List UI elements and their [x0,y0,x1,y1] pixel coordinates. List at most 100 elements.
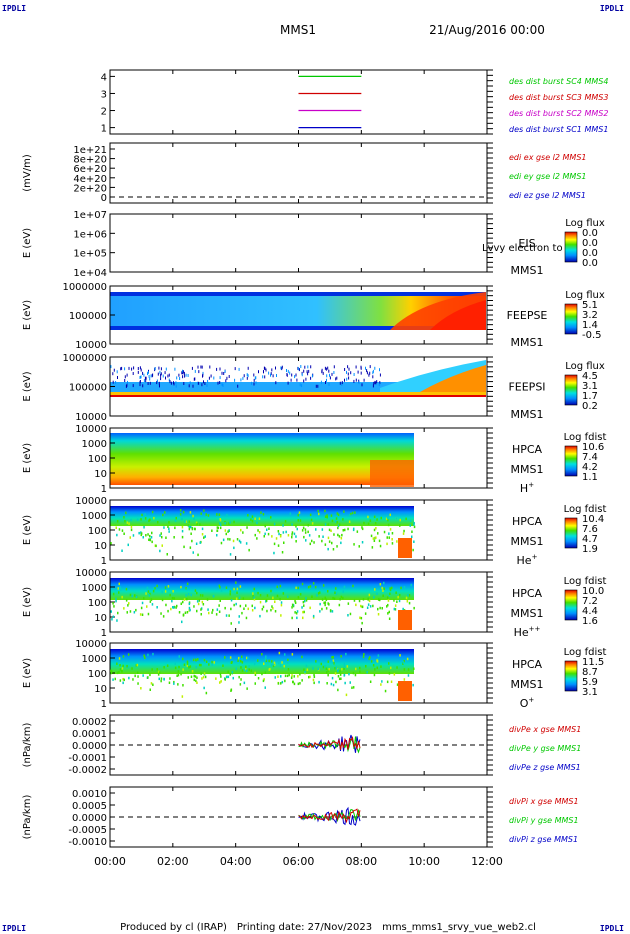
heatmap-cell [232,676,234,680]
heatmap-cell [258,531,261,534]
heatmap-cell [331,656,333,659]
heatmap-cell [280,675,282,678]
heatmap-cell [412,683,414,687]
heatmap-cell [372,537,375,540]
heatmap-cell [225,532,227,536]
heatmap-cell [252,592,254,595]
heatmap-cell [315,660,317,663]
heatmap-cell [363,521,365,525]
heatmap-cell [282,524,284,527]
heatmap-cell [347,372,349,376]
heatmap-cell [166,553,168,556]
colorbar-tick-label: 3.1 [582,381,598,392]
heatmap-cell [248,548,250,552]
heatmap-cell [221,382,223,386]
panel-feepsi: 1000000 100000 10000 E (eV) FEEPSI MMS1 Log fl… [22,353,605,423]
heatmap-cell [299,682,301,685]
heatmap-cell [131,367,133,371]
x-tick-label: 06:00 [283,855,315,868]
heatmap-cell [123,607,125,610]
heatmap-cell [403,668,406,671]
heatmap-cell [337,688,339,692]
heatmap-cell [127,604,129,607]
heatmap-cell [224,370,226,373]
legend-entry: des dist burst SC1 MMS1 [509,125,608,134]
heatmap-cell [182,369,183,373]
heatmap-cell [220,523,222,527]
corner-label-bottom-left: IPDLI [2,924,27,933]
y-axis-label: E (eV) [22,300,33,330]
heatmap-cell [324,509,326,513]
heatmap-cell [275,366,276,370]
heatmap-cell [298,511,301,514]
heatmap-cell [236,587,239,591]
heatmap-cell [302,610,304,614]
heatmap-cell [201,383,203,387]
panel-frame [109,213,488,273]
y-tick-label: 1000 [82,654,107,665]
heatmap-cell [280,614,282,617]
heatmap-cell [333,371,335,374]
heatmap-cell [143,597,145,600]
heatmap-cell [143,526,145,529]
heatmap-cell [388,532,390,535]
heatmap-cell [240,378,242,382]
heatmap-cell [377,613,380,616]
heatmap-cell [333,365,335,369]
colorbar-tick-label: 10.0 [582,586,604,597]
colorbar-tick-label: 1.1 [582,472,598,483]
heatmap-cell [273,542,276,546]
heatmap-cell [274,610,277,613]
heatmap-cell [181,517,183,521]
heatmap-cell [234,378,236,382]
heatmap-cell [257,529,259,532]
heatmap-cell [344,528,346,532]
heatmap-cell [143,654,145,657]
heatmap-cell [225,586,228,589]
heatmap-cell [147,590,150,593]
heatmap-cell [332,548,335,551]
heatmap-cell [116,671,119,675]
heatmap-cell [151,540,153,544]
heatmap-cell [389,588,392,592]
y-tick-label: -0.0010 [68,837,107,848]
heatmap-cell [350,371,352,375]
heatmap-cell [110,669,112,673]
heatmap-cell [174,666,177,670]
heatmap-cell [183,382,185,385]
colorbar-tick-label: 3.2 [582,310,598,321]
heatmap-cell [301,679,303,682]
colorbar [564,374,578,406]
heatmap-cell [407,668,410,671]
heatmap-cell [132,384,134,388]
heatmap-cell [133,611,136,614]
heatmap-cell [344,368,346,371]
heatmap-cell [282,592,285,595]
heatmap-cell [399,654,401,657]
heatmap-cell [189,511,192,514]
y-tick-label: 2 [101,107,107,118]
heatmap-cell [218,604,220,607]
heatmap-cell [161,590,163,594]
heatmap-cell [264,375,266,379]
y-tick-label: 100 [88,598,107,609]
heatmap-cell [220,589,223,592]
heatmap-cell [340,541,342,545]
heatmap-cell [240,528,242,532]
species-label: H+ [520,481,534,495]
heatmap-cell [223,372,225,375]
y-tick-label: 0.0000 [72,741,107,752]
heatmap-cell [121,595,123,599]
heatmap-cell [310,518,313,522]
heatmap-cell [116,370,118,374]
heatmap-cell [326,374,328,378]
y-tick-label: 10000 [75,496,107,507]
heatmap-cell [186,597,188,601]
heatmap-cell [219,526,222,530]
heatmap-cell [345,652,347,656]
heatmap-cell [235,667,237,671]
heatmap-cell [147,382,149,385]
x-tick-label: 02:00 [157,855,189,868]
heatmap-cell [361,605,364,608]
colorbar-tick-label: 0.2 [582,401,598,412]
